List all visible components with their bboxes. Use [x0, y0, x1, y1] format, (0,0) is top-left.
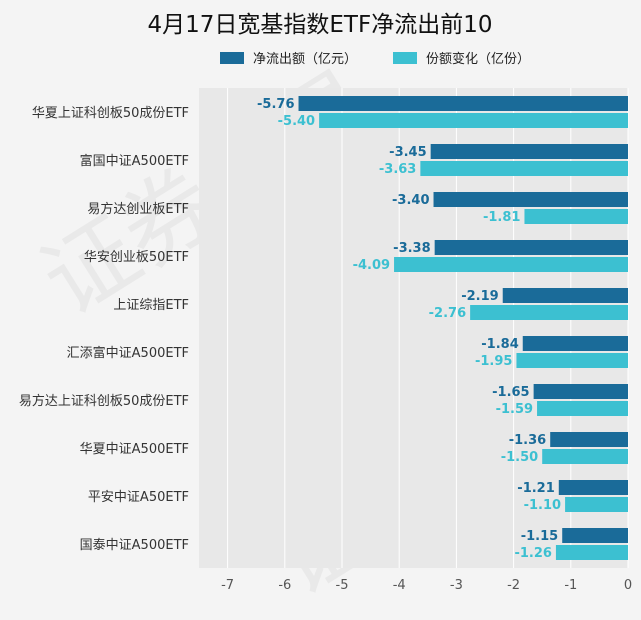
category-label: 易方达上证科创板50成份ETF [19, 393, 189, 409]
data-label: -4.09 [353, 258, 390, 273]
x-tick-label: -7 [221, 578, 234, 593]
category-label: 易方达创业板ETF [87, 201, 189, 217]
data-label: -1.50 [501, 450, 538, 465]
bar [524, 209, 628, 224]
bar [542, 449, 628, 464]
data-label: -1.59 [496, 402, 533, 417]
legend-label: 份额变化（亿份） [426, 51, 530, 67]
bar [516, 353, 628, 368]
x-tick-label: -2 [507, 578, 520, 593]
x-tick-label: 0 [624, 578, 632, 593]
category-label: 华夏上证科创板50成份ETF [32, 106, 189, 121]
data-label: -3.63 [379, 162, 416, 177]
data-label: -1.26 [514, 546, 551, 561]
category-label: 富国中证A500ETF [80, 153, 189, 169]
data-label: -1.65 [492, 385, 529, 400]
plot-area [199, 88, 628, 568]
category-label: 汇添富中证A500ETF [67, 345, 189, 361]
bar [533, 384, 628, 399]
bar [502, 288, 628, 303]
bar [319, 113, 628, 128]
data-label: -3.45 [389, 145, 426, 160]
bar [420, 161, 628, 176]
legend-swatch [393, 52, 417, 64]
data-label: -3.40 [392, 193, 429, 208]
x-tick-label: -4 [393, 578, 406, 593]
bar [433, 192, 628, 207]
data-label: -2.19 [461, 289, 498, 304]
data-label: -2.76 [429, 306, 466, 321]
bar [470, 305, 628, 320]
bar [558, 480, 628, 495]
x-tick-label: -3 [450, 578, 463, 593]
bar [562, 528, 628, 543]
data-label: -5.40 [278, 114, 315, 129]
category-label: 华夏中证A500ETF [80, 442, 189, 457]
bar [298, 96, 628, 111]
x-tick-label: -1 [564, 578, 577, 593]
data-label: -1.15 [521, 529, 558, 544]
bar [430, 144, 628, 159]
bar [394, 257, 628, 272]
bar [522, 336, 628, 351]
category-label: 国泰中证A500ETF [80, 538, 189, 553]
category-label: 华安创业板50ETF [84, 250, 189, 265]
bar [434, 240, 628, 255]
data-label: -1.21 [517, 481, 554, 496]
data-label: -1.10 [524, 498, 561, 513]
legend-label: 净流出额（亿元） [253, 52, 357, 67]
x-tick-label: -6 [278, 578, 291, 593]
category-label: 上证综指ETF [113, 298, 189, 313]
bar [555, 545, 628, 560]
x-tick-label: -5 [336, 578, 349, 593]
data-label: -5.76 [257, 97, 294, 112]
bar [550, 432, 628, 447]
data-label: -1.81 [483, 210, 520, 225]
data-label: -3.38 [393, 241, 430, 256]
category-label: 平安中证A50ETF [88, 490, 189, 505]
data-label: -1.95 [475, 354, 512, 369]
data-label: -1.36 [509, 433, 546, 448]
legend-swatch [220, 52, 244, 64]
bar [537, 401, 628, 416]
chart-title: 4月17日宽基指数ETF净流出前10 [148, 12, 493, 38]
bar [565, 497, 628, 512]
bar-chart: -7 -6 -5 -4 -3 -2 -1 0 4月17日宽基指数ETF净流出前10 净流出额（亿元… [19, 12, 632, 593]
data-label: -1.84 [481, 337, 518, 352]
